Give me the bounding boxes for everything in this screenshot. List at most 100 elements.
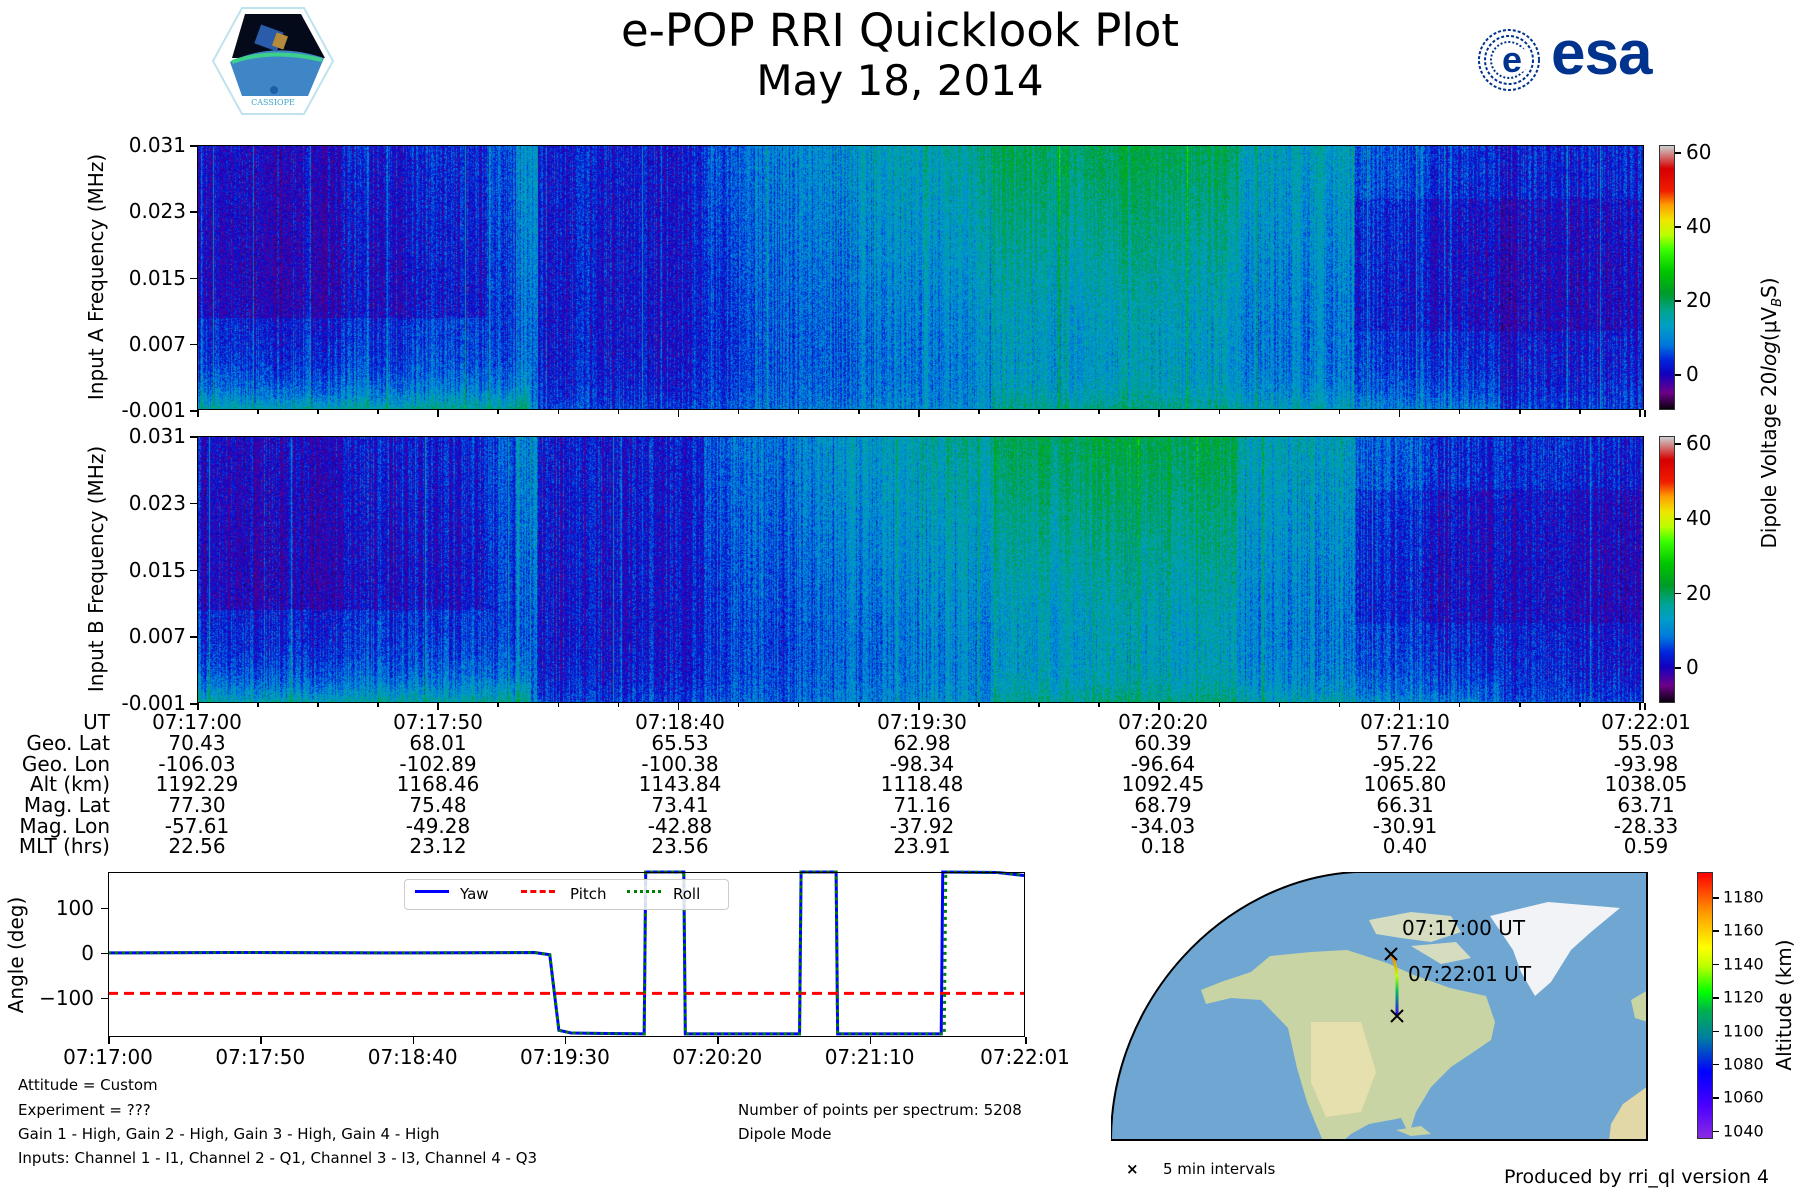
ephemeris-cell: 57.76 bbox=[1376, 731, 1434, 755]
attitude-xtick-label: 07:20:20 bbox=[672, 1045, 763, 1069]
attitude-xtick-label: 07:21:10 bbox=[824, 1045, 915, 1069]
spectrogram-xtick-mark bbox=[197, 410, 199, 417]
voltage-colorbar-tick-mark bbox=[1675, 226, 1681, 228]
spectrogram-xtick-mark bbox=[978, 703, 980, 707]
esa-logo: e esa bbox=[1469, 19, 1684, 94]
spectrogram-xtick-mark bbox=[557, 410, 560, 414]
voltage-colorbar-tick-mark bbox=[1675, 667, 1681, 669]
legend-yaw-label: Yaw bbox=[460, 885, 489, 903]
spectrogram-a-ytick-label: -0.001 bbox=[121, 398, 186, 422]
ephemeris-cell: 1038.05 bbox=[1604, 772, 1688, 796]
attitude-ytick-mark bbox=[101, 952, 108, 955]
spectrogram-xtick-mark bbox=[858, 703, 860, 707]
spectrogram-xtick-mark bbox=[1579, 703, 1581, 707]
ephemeris-cell: 1092.45 bbox=[1121, 772, 1205, 796]
spectrogram-xtick-mark bbox=[1639, 703, 1641, 710]
ephemeris-cell: 1065.80 bbox=[1363, 772, 1447, 796]
ephemeris-cell: -37.92 bbox=[889, 814, 955, 838]
ephemeris-cell: 1192.29 bbox=[155, 772, 239, 796]
voltage-colorbar-tick-mark bbox=[1675, 443, 1681, 445]
spectrogram-ytick-mark bbox=[190, 436, 197, 438]
altitude-colorbar-tick-label: 1160 bbox=[1723, 920, 1764, 940]
dipole-mode-text: Dipole Mode bbox=[738, 1125, 832, 1143]
spectrogram-xtick-mark bbox=[437, 703, 439, 710]
voltage-colorbar-tick-label: 60 bbox=[1686, 140, 1712, 165]
ephemeris-cell: 1118.48 bbox=[880, 772, 964, 796]
spectrogram-xtick-mark bbox=[737, 703, 740, 707]
attitude-xtick-label: 07:18:40 bbox=[367, 1045, 458, 1069]
attitude-xtick-mark bbox=[717, 1037, 719, 1044]
spectrogram-xtick-mark bbox=[1458, 410, 1461, 414]
cassiope-logo: CASSIOPE bbox=[211, 6, 335, 116]
attitude-xtick-mark bbox=[108, 1037, 110, 1044]
attitude-xtick-label: 07:22:01 bbox=[980, 1045, 1070, 1069]
spectrogram-xtick-mark bbox=[1639, 410, 1641, 417]
altitude-colorbar-tick-label: 1060 bbox=[1723, 1087, 1764, 1107]
attitude-xtick-mark bbox=[1025, 1037, 1027, 1044]
ephemeris-cell: 22.56 bbox=[168, 834, 226, 858]
spectrogram-b-ytick-label: 0.023 bbox=[128, 490, 186, 515]
voltage-colorbar-tick-label: 40 bbox=[1686, 506, 1712, 531]
attitude-xtick-mark bbox=[412, 1037, 415, 1044]
spectrogram-xtick-mark bbox=[1398, 410, 1401, 417]
attitude-xtick-label: 07:19:30 bbox=[520, 1045, 610, 1069]
spectrogram-a-axes bbox=[197, 145, 1644, 410]
spectrogram-b-ytick-label: 0.031 bbox=[128, 424, 186, 448]
ephemeris-row-label: Alt (km) bbox=[29, 772, 110, 796]
altitude-colorbar-tick-label: 1180 bbox=[1723, 887, 1764, 907]
ephemeris-row-label: MLT (hrs) bbox=[18, 834, 110, 858]
altitude-colorbar-tick-label: 1080 bbox=[1723, 1054, 1764, 1074]
ephemeris-cell: 07:17:50 bbox=[393, 710, 483, 734]
spectrogram-xtick-mark bbox=[497, 703, 499, 707]
spectrogram-ytick-mark bbox=[190, 703, 197, 705]
map-land-cuba bbox=[1396, 1126, 1431, 1136]
legend-roll-line bbox=[627, 890, 661, 893]
ephemeris-row-label: Mag. Lon bbox=[19, 814, 110, 838]
ephemeris-cell: 70.43 bbox=[168, 731, 226, 755]
ephemeris-cell: 0.59 bbox=[1623, 834, 1669, 858]
altitude-colorbar bbox=[1697, 872, 1713, 1139]
spectrogram-xtick-mark bbox=[257, 410, 259, 414]
produced-by-text: Produced by rri_ql version 4 bbox=[1504, 1166, 1769, 1188]
ephemeris-cell: 1168.46 bbox=[396, 772, 480, 796]
plot-date: May 18, 2014 bbox=[756, 56, 1044, 105]
voltage-colorbar-tick-label: 40 bbox=[1686, 214, 1712, 239]
altitude-colorbar-tick-label: 1040 bbox=[1723, 1121, 1764, 1141]
cassiope-logo-text: CASSIOPE bbox=[251, 98, 295, 107]
attitude-ytick-mark bbox=[101, 907, 108, 910]
ephemeris-cell: -49.28 bbox=[405, 814, 471, 838]
legend-pitch-line bbox=[521, 890, 555, 893]
altitude-colorbar-tick-mark bbox=[1713, 1030, 1719, 1033]
spectrogram-xtick-mark bbox=[1644, 703, 1646, 710]
ephemeris-cell: -100.38 bbox=[641, 752, 719, 776]
voltage-colorbar-tick-label: 60 bbox=[1686, 431, 1712, 456]
spectrogram-xtick-mark bbox=[1579, 410, 1581, 414]
altitude-colorbar-tick-mark bbox=[1713, 1130, 1719, 1133]
ephemeris-cell: 77.30 bbox=[168, 793, 226, 817]
spectrogram-xtick-mark bbox=[1218, 703, 1221, 707]
altitude-colorbar-tick-label: 1100 bbox=[1723, 1021, 1764, 1041]
ephemeris-cell: 23.91 bbox=[893, 834, 951, 858]
ephemeris-cell: 23.12 bbox=[409, 834, 467, 858]
spectrogram-xtick-mark bbox=[197, 703, 199, 710]
experiment-text: Experiment = ??? bbox=[18, 1101, 151, 1119]
track-end-label: 07:22:01 UT bbox=[1408, 962, 1532, 986]
spectrogram-xtick-mark bbox=[797, 703, 800, 707]
spectrogram-ytick-mark bbox=[190, 502, 197, 505]
spectrogram-ytick-mark bbox=[190, 145, 197, 147]
spectrogram-xtick-mark bbox=[918, 410, 920, 417]
voltage-colorbar-label: Dipole Voltage 20log(μVBS) bbox=[1757, 277, 1785, 548]
map-land-greenland bbox=[1490, 902, 1620, 996]
altitude-colorbar-tick-mark bbox=[1713, 897, 1719, 899]
ephemeris-cell: 0.40 bbox=[1382, 834, 1428, 858]
spectrogram-xtick-mark bbox=[677, 703, 680, 710]
ephemeris-cell: 71.16 bbox=[893, 793, 951, 817]
ephemeris-cell: 55.03 bbox=[1617, 731, 1675, 755]
ephemeris-cell: -96.64 bbox=[1130, 752, 1196, 776]
spectrogram-xtick-mark bbox=[617, 410, 620, 414]
ephemeris-cell: 07:20:20 bbox=[1118, 710, 1208, 734]
ephemeris-cell: -30.91 bbox=[1372, 814, 1438, 838]
ephemeris-row-label: Geo. Lon bbox=[21, 752, 110, 776]
altitude-colorbar-tick-mark bbox=[1713, 1063, 1719, 1066]
ephemeris-cell: -42.88 bbox=[647, 814, 713, 838]
